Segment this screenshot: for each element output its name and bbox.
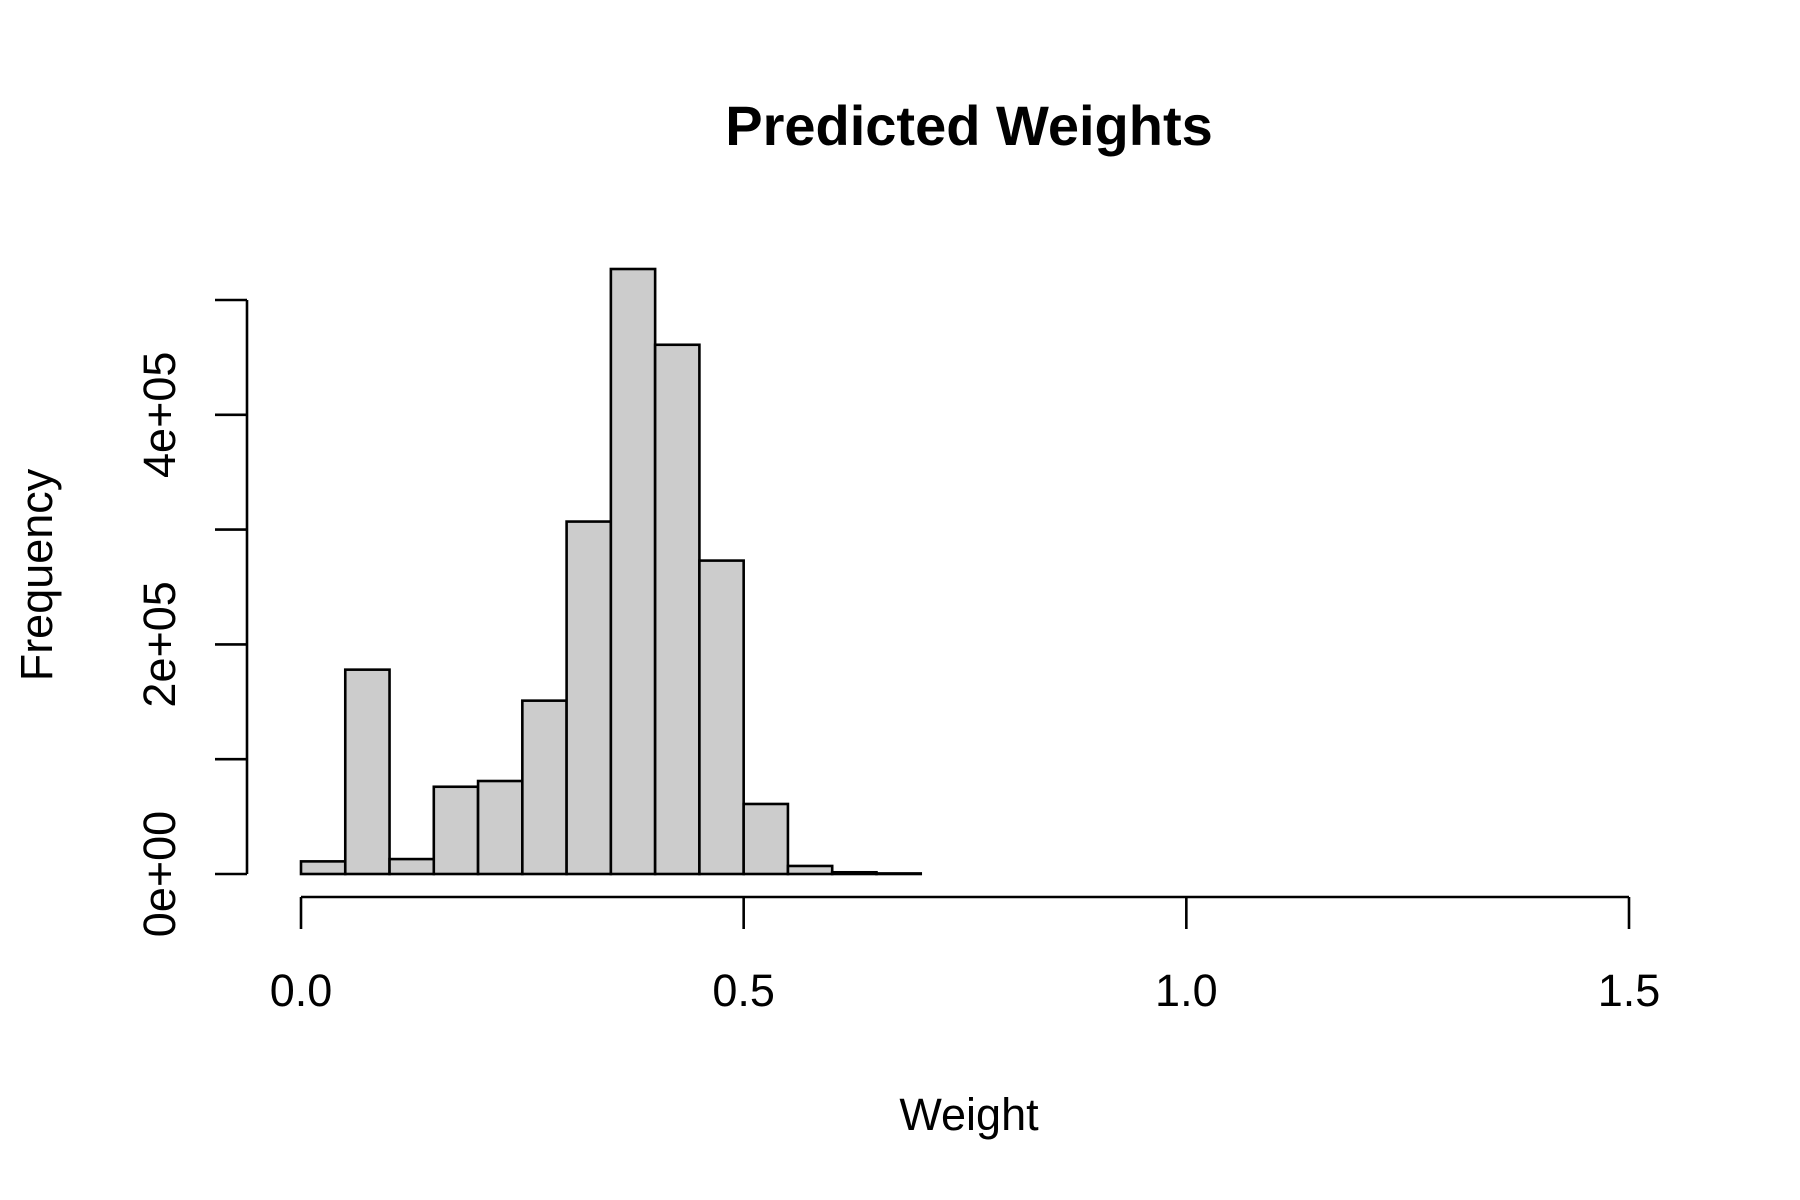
histogram-bar xyxy=(299,860,347,876)
x-tick-label: 0.5 xyxy=(712,965,775,1016)
histogram-bar xyxy=(343,668,391,876)
histogram-bar xyxy=(609,267,657,876)
y-tick-label: 2e+05 xyxy=(134,581,185,707)
histogram-bar xyxy=(786,864,834,876)
x-axis-label: Weight xyxy=(899,1089,1039,1140)
x-axis: 0.0 0.5 1.0 1.5 xyxy=(270,895,1661,1016)
y-tick-label: 0e+00 xyxy=(134,811,185,937)
histogram-bar xyxy=(698,559,745,876)
histogram-bar xyxy=(875,872,923,876)
histogram-bar xyxy=(388,857,436,876)
histogram-bar xyxy=(521,699,568,876)
x-tick-label: 0.0 xyxy=(270,965,333,1016)
x-tick-label: 1.0 xyxy=(1155,965,1218,1016)
histogram-bar xyxy=(565,520,613,876)
y-axis: 0e+00 2e+05 4e+05 xyxy=(134,298,249,937)
histogram-bar xyxy=(432,785,480,876)
y-tick-label: 4e+05 xyxy=(134,352,185,478)
histogram-bar xyxy=(653,343,701,876)
chart-title: Predicted Weights xyxy=(725,94,1213,157)
histogram-bar xyxy=(830,870,878,876)
histogram-bar xyxy=(476,779,524,876)
y-axis-label: Frequency xyxy=(11,468,62,681)
bars-group xyxy=(299,267,923,876)
histogram-bar xyxy=(742,802,790,876)
x-tick-label: 1.5 xyxy=(1598,965,1661,1016)
